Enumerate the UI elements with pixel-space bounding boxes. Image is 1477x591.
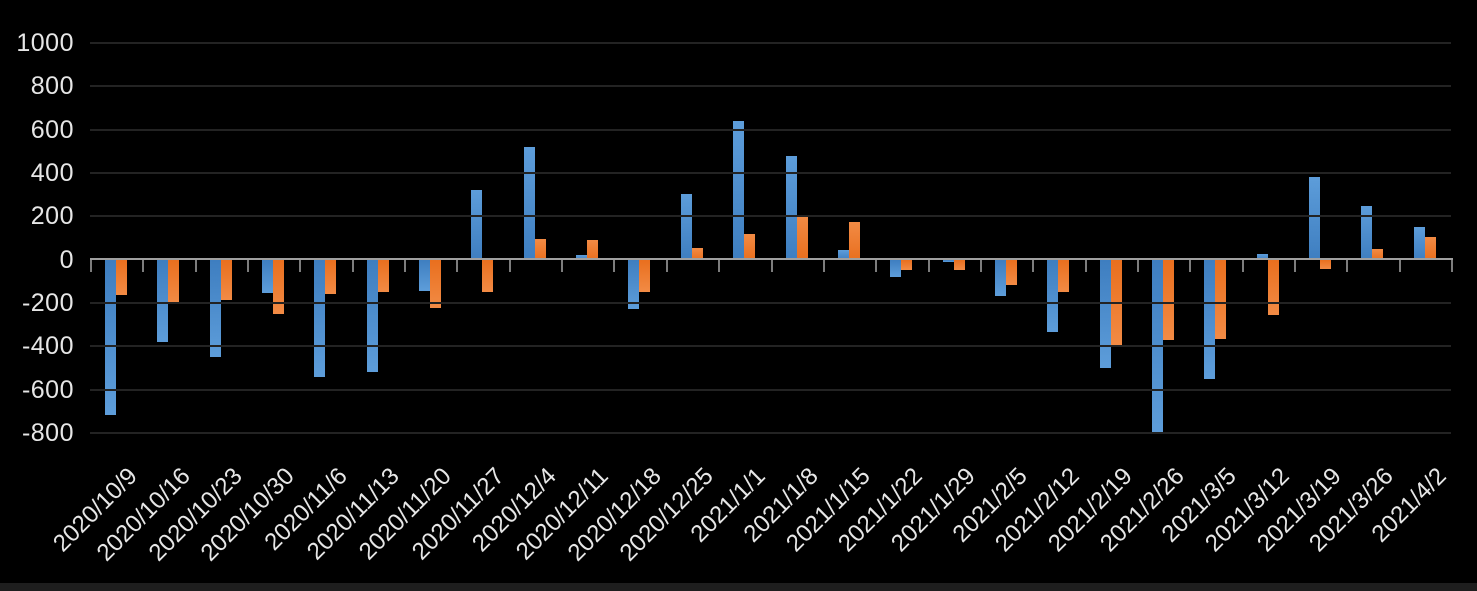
axis-tick [770,259,773,272]
x-axis-line [90,258,1453,261]
orange-series-bar [744,233,756,260]
y-axis-tick-label: -600 [21,375,74,404]
axis-tick [194,259,197,272]
blue-series-bar [890,259,902,277]
blue-series-bar [419,259,431,292]
orange-series-bar [482,259,494,293]
axis-tick [1189,259,1192,272]
gridline-400 [90,172,1451,174]
axis-tick [1241,259,1244,272]
blue-series-bar [157,259,169,342]
blue-series-bar [105,259,116,415]
orange-series-bar [168,259,180,303]
axis-tick [456,259,459,272]
orange-series-bar [1267,259,1279,315]
orange-series-bar [1058,259,1070,293]
blue-series-bar [785,155,797,260]
axis-tick [351,259,354,272]
orange-series-bar [325,259,337,295]
gridline-600 [90,128,1451,131]
orange-series-bar [273,259,285,314]
blue-series-bar [1099,259,1111,368]
orange-series-bar [430,259,442,309]
gridline--600 [90,388,1451,391]
y-axis-tick-label: 200 [30,202,74,231]
orange-series-bar [116,259,127,296]
y-axis-tick-label: -400 [21,332,74,361]
blue-series-bar [1256,254,1268,260]
blue-series-bar [994,259,1006,297]
gridline-200 [90,215,1451,218]
blue-series-bar [942,259,954,262]
y-axis-tick-label: 400 [30,159,74,187]
orange-series-bar [848,221,860,260]
y-axis-tick-label: -800 [21,419,74,447]
axis-tick [1084,259,1087,272]
orange-series-bar [901,259,913,271]
blue-series-bar [523,147,535,260]
axis-tick [247,259,250,272]
axis-tick [875,259,878,272]
gridline-1000 [90,42,1451,44]
axis-tick [718,259,721,272]
axis-tick [1032,259,1035,272]
blue-series-bar [1204,259,1216,379]
orange-series-bar [1162,259,1174,340]
axis-tick [508,259,511,272]
orange-series-bar [1005,259,1017,285]
orange-series-bar [953,259,965,271]
orange-series-bar [377,259,389,293]
blue-series-bar [366,259,378,373]
orange-series-bar [691,247,703,260]
orange-series-bar [639,259,651,293]
axis-tick [1346,259,1349,272]
axis-tick [299,259,302,272]
y-axis-tick-label: 0 [59,245,74,274]
blue-series-bar [262,259,274,294]
axis-tick [822,259,825,272]
axis-tick [1136,259,1139,272]
blue-series-bar [1413,227,1425,260]
gridline--800 [90,432,1451,434]
bottom-edge-strip [0,583,1477,591]
axis-tick [927,259,930,272]
axis-tick [90,259,92,272]
blue-series-bar [1047,259,1059,333]
orange-series-bar [534,239,546,260]
y-axis-tick-label: -200 [21,289,74,317]
blue-series-bar [209,259,221,358]
gridline-800 [90,85,1451,88]
axis-tick [142,259,145,272]
blue-series-bar [628,259,640,310]
axis-tick [404,259,407,272]
orange-series-bar [220,259,232,300]
blue-series-bar [733,121,745,260]
blue-series-bar [837,249,849,260]
axis-tick [979,259,982,272]
blue-series-bar [314,259,326,377]
axis-tick [1398,259,1401,272]
y-axis-tick-label: 1000 [16,29,74,57]
axis-tick [665,259,668,272]
blue-series-bar [680,193,692,260]
orange-series-bar [1215,259,1227,339]
orange-series-bar [1372,248,1384,260]
axis-tick [613,259,616,272]
blue-series-bar [471,190,483,260]
axis-tick [1293,259,1296,272]
orange-series-bar [587,240,599,260]
blue-series-bar [1361,205,1373,260]
gridline--200 [90,302,1451,304]
orange-series-bar [796,215,808,260]
blue-series-bar [1308,177,1320,260]
axis-tick [561,259,564,272]
orange-series-bar [1319,259,1331,270]
axis-tick [1451,259,1453,272]
orange-series-bar [1424,236,1436,260]
blue-series-bar [576,255,588,260]
y-axis-tick-label: 800 [30,72,74,101]
gridline--400 [90,345,1451,348]
y-axis-tick-label: 600 [30,115,74,144]
